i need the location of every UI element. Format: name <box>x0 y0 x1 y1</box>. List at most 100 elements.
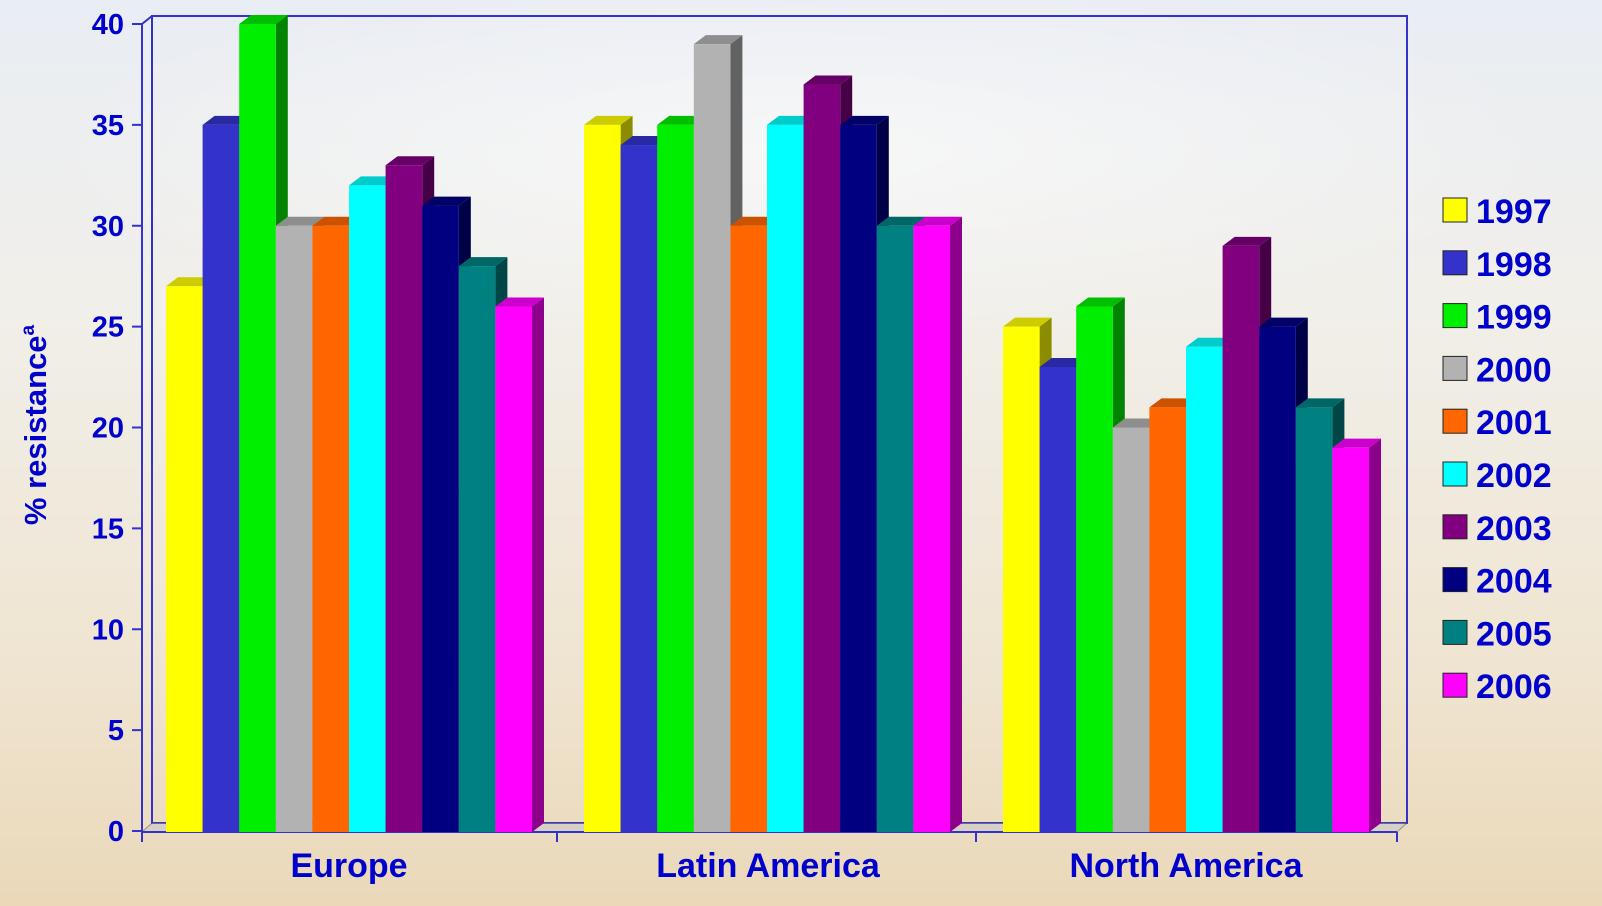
legend-label: 2006 <box>1476 668 1552 706</box>
y-tick-label: 20 <box>92 413 124 445</box>
bar-side <box>950 216 962 832</box>
bar-front <box>620 145 658 833</box>
bar <box>495 297 544 832</box>
bar-front <box>1186 346 1223 832</box>
bar-front <box>913 225 950 832</box>
y-tick-label: 40 <box>92 9 124 41</box>
bar-top <box>693 35 743 45</box>
bar-top <box>767 115 816 125</box>
bar-front <box>1222 245 1260 833</box>
bar-top <box>913 216 962 226</box>
x-category-label: Latin America <box>656 847 881 885</box>
bar-top <box>1259 317 1308 327</box>
legend-swatch <box>1442 461 1468 487</box>
bar-front <box>1039 366 1077 832</box>
bar-top <box>803 75 853 85</box>
y-tick-label: 5 <box>108 715 124 747</box>
bar-front <box>239 24 276 832</box>
y-tick-label: 25 <box>92 312 124 344</box>
bar-front <box>1149 407 1186 832</box>
bar-top <box>202 115 252 125</box>
bar-top <box>657 115 706 125</box>
bar-front <box>166 286 203 832</box>
legend-swatch <box>1442 672 1468 698</box>
bar-front <box>495 306 532 832</box>
y-tick-label: 10 <box>92 614 124 646</box>
bar-top <box>1295 398 1345 408</box>
y-tick-label: 0 <box>108 816 124 848</box>
legend-swatch <box>1442 303 1468 329</box>
bar-front <box>202 124 240 832</box>
bar-top <box>349 176 398 186</box>
y-tick-label: 35 <box>92 110 124 142</box>
bar-front <box>1259 326 1296 832</box>
legend-swatch <box>1442 619 1468 645</box>
bar-front <box>730 225 767 832</box>
bar-front <box>803 84 841 832</box>
legend-label: 2002 <box>1476 457 1552 495</box>
bar-top <box>620 136 670 146</box>
bar-front <box>349 185 386 832</box>
bars <box>166 15 1381 833</box>
legend-label: 1997 <box>1476 193 1552 231</box>
legend-label: 2000 <box>1476 351 1552 389</box>
bar-top <box>1186 337 1235 347</box>
bar-top <box>385 156 435 166</box>
legend-swatch <box>1442 408 1468 434</box>
bar-top <box>584 115 633 125</box>
bar-front <box>693 44 731 833</box>
legend-swatch <box>1442 567 1468 593</box>
bar-front <box>840 124 877 832</box>
bar-front <box>422 205 459 832</box>
bar-top <box>458 257 508 267</box>
bar-top <box>1222 236 1272 246</box>
bar-front <box>1003 326 1040 832</box>
legend-swatch <box>1442 197 1468 223</box>
x-category-label: Europe <box>290 847 407 885</box>
bar-front <box>767 124 804 832</box>
bar-top <box>495 297 544 307</box>
x-axis: Europe Latin America North America <box>141 831 1398 885</box>
y-axis-title-text: % resistance <box>18 336 53 526</box>
bar-front <box>1295 407 1333 832</box>
y-axis-title: % resistancea <box>18 325 53 526</box>
bar-top <box>1332 438 1381 448</box>
legend-label: 2004 <box>1476 563 1552 601</box>
y-tick-label: 15 <box>92 513 124 545</box>
bar-front <box>876 225 914 832</box>
bar-front <box>657 124 694 832</box>
bar-front <box>458 266 496 833</box>
bar <box>1332 438 1381 832</box>
legend-label: 1998 <box>1476 246 1552 284</box>
bar-top <box>840 115 889 125</box>
x-category-label: North America <box>1069 847 1303 885</box>
frame-depth-line <box>141 15 153 25</box>
bar-front <box>275 225 313 832</box>
bar-top <box>876 216 926 226</box>
legend-label: 2001 <box>1476 404 1552 442</box>
legend-label: 2003 <box>1476 510 1552 548</box>
legend: 1997 1998 1999 2000 2001 2002 2003 2004 2005 2006 <box>1442 193 1552 706</box>
y-tick-label: 30 <box>92 211 124 243</box>
bar-front <box>1332 447 1369 832</box>
bar-top <box>1039 357 1089 367</box>
bar <box>913 216 962 832</box>
legend-label: 2005 <box>1476 615 1552 653</box>
bar-front <box>312 225 349 832</box>
bar-top <box>422 196 471 206</box>
legend-swatch <box>1442 355 1468 381</box>
bar-top <box>239 15 288 24</box>
bar-front <box>1076 306 1113 832</box>
bar-top <box>1003 317 1052 327</box>
y-axis: 0 5 10 15 20 25 30 35 40 <box>92 9 143 848</box>
legend-label: 1999 <box>1476 299 1552 337</box>
bar-top <box>312 216 361 226</box>
legend-swatch <box>1442 514 1468 540</box>
bar-side <box>532 297 544 832</box>
legend-swatch <box>1442 250 1468 276</box>
bar-side <box>1369 438 1381 832</box>
bar-top <box>1112 418 1162 428</box>
bar-top <box>1149 398 1198 408</box>
bar-top <box>1076 297 1125 307</box>
